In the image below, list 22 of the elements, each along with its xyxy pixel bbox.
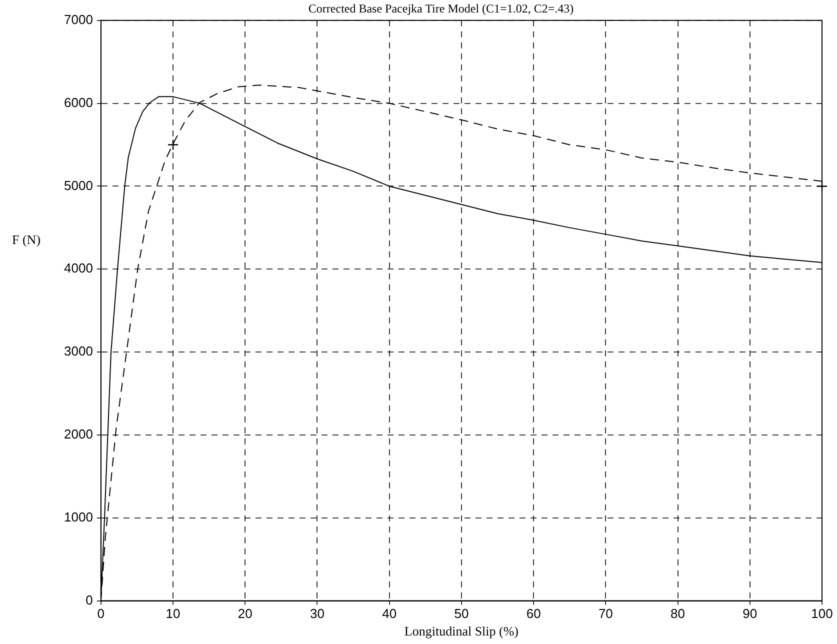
y-tick-label: 3000 [64, 344, 93, 359]
y-axis-title: F (N) [12, 232, 41, 248]
x-tick-label: 90 [742, 606, 758, 622]
x-tick-label: 40 [382, 606, 397, 622]
x-tick-label: 10 [166, 606, 180, 622]
x-tick-label: 0 [97, 606, 105, 622]
chart-title: Corrected Base Pacejka Tire Model (C1=1.02, C2=.43) [308, 1, 574, 16]
y-tick-label: 1000 [64, 509, 93, 524]
x-tick-label: 80 [670, 606, 686, 622]
y-tick-label: 4000 [64, 260, 93, 276]
y-tick-label: 0 [86, 592, 93, 608]
x-tick-label: 60 [526, 606, 541, 622]
x-axis-title: Longitudinal Slip (%) [404, 624, 519, 639]
y-tick-label: 7000 [64, 12, 93, 27]
y-tick-label: 2000 [64, 426, 93, 442]
x-tick-label: 50 [454, 606, 469, 622]
x-tick-label: 20 [238, 606, 252, 622]
y-tick-label: 5000 [64, 178, 93, 193]
y-tick-label: 6000 [64, 94, 93, 110]
x-tick-label: 70 [598, 606, 613, 622]
x-tick-label: 30 [310, 606, 324, 622]
x-tick-label: 100 [811, 606, 833, 622]
